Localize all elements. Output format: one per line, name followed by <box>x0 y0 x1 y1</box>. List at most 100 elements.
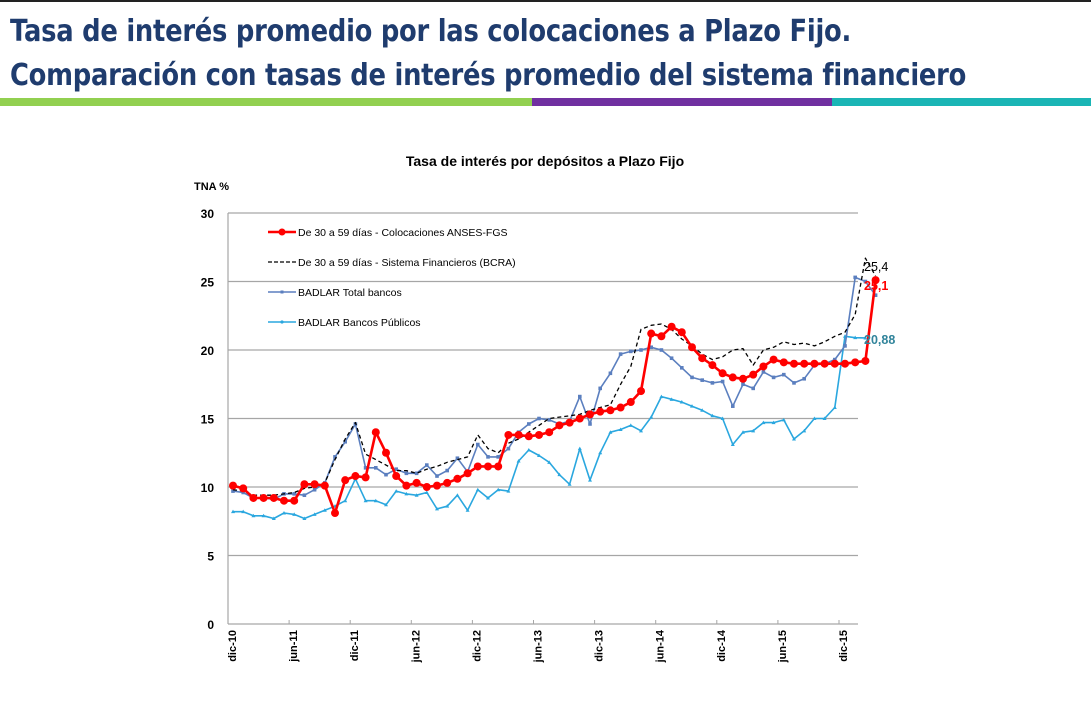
accent-band-green <box>0 98 532 106</box>
data-point <box>629 349 633 354</box>
data-point <box>404 471 409 476</box>
data-point <box>392 472 401 481</box>
data-point <box>292 512 297 516</box>
data-point <box>567 482 572 486</box>
data-point <box>280 496 288 505</box>
data-point <box>608 430 613 434</box>
data-point <box>414 471 419 476</box>
x-tick-label: dic-12 <box>471 630 483 662</box>
data-point <box>708 361 717 370</box>
series-line <box>232 276 877 501</box>
data-point <box>229 481 237 490</box>
data-point <box>588 422 592 426</box>
y-tick-label: 20 <box>201 344 215 358</box>
data-point <box>718 369 727 378</box>
data-point <box>677 328 686 337</box>
data-point <box>261 513 266 518</box>
data-point <box>239 484 248 493</box>
data-point <box>606 406 615 415</box>
data-point <box>659 348 664 352</box>
data-point <box>781 417 786 422</box>
data-point <box>659 394 664 399</box>
data-point <box>475 487 480 492</box>
data-point <box>333 455 337 459</box>
data-point <box>626 398 635 407</box>
data-point <box>618 352 623 356</box>
data-point <box>455 456 460 461</box>
data-point <box>435 506 439 511</box>
data-point <box>690 375 694 380</box>
y-tick-label: 30 <box>201 207 215 221</box>
y-tick-label: 0 <box>207 618 214 632</box>
data-point <box>779 358 788 367</box>
data-point <box>494 462 503 471</box>
data-point <box>384 502 388 507</box>
data-point <box>700 378 704 382</box>
data-point <box>873 293 878 297</box>
legend-item: De 30 a 59 días - Colocaciones ANSES-FGS <box>268 227 508 239</box>
data-point <box>527 422 531 426</box>
data-point <box>679 400 684 404</box>
data-point <box>259 493 268 502</box>
data-point <box>231 489 235 493</box>
data-point <box>802 428 807 433</box>
data-point <box>800 359 809 368</box>
data-point <box>514 430 523 439</box>
data-point <box>657 332 666 341</box>
data-point <box>504 430 513 439</box>
data-point <box>863 279 868 284</box>
data-point <box>871 276 880 285</box>
x-tick-label: jun-11 <box>288 630 300 663</box>
y-tick-label: 25 <box>201 276 215 290</box>
x-tick-label: dic-13 <box>594 630 606 662</box>
data-point <box>320 481 329 490</box>
data-point <box>792 381 796 385</box>
data-point <box>810 359 819 368</box>
data-point <box>524 432 533 441</box>
data-point <box>545 428 554 437</box>
data-point <box>269 493 278 502</box>
data-point <box>516 458 521 463</box>
data-point <box>731 404 735 408</box>
data-point <box>310 480 319 489</box>
y-axis-label: TNA % <box>194 181 229 193</box>
data-point <box>792 437 796 441</box>
data-point <box>669 356 674 361</box>
data-point <box>586 410 594 419</box>
data-point <box>476 442 480 447</box>
data-point <box>331 509 339 518</box>
slide-title-line1: Tasa de interés promedio por las colocac… <box>10 14 852 49</box>
data-point <box>598 386 602 391</box>
data-point <box>402 481 411 490</box>
data-point <box>565 418 574 427</box>
data-point <box>618 427 623 431</box>
data-point <box>241 490 245 495</box>
legend-label: BADLAR Bancos Públicos <box>298 317 421 329</box>
data-point <box>363 466 368 470</box>
top-border <box>0 0 1091 2</box>
data-point <box>484 462 492 471</box>
data-point <box>547 418 551 422</box>
data-point <box>425 463 429 467</box>
data-point <box>853 275 857 280</box>
data-point <box>710 413 715 418</box>
end-value-label: 25,4 <box>864 260 888 274</box>
data-point <box>526 448 531 452</box>
data-point <box>598 450 603 455</box>
chart-title: Tasa de interés por depósitos a Plazo Fi… <box>406 153 684 169</box>
data-point <box>249 493 258 502</box>
data-point <box>832 405 837 410</box>
data-point <box>433 481 441 490</box>
data-point <box>445 504 450 508</box>
end-value-label: 25,1 <box>864 279 888 293</box>
data-point <box>861 356 870 365</box>
data-point <box>751 386 755 391</box>
data-point <box>373 498 378 503</box>
legend-item: De 30 a 59 días - Sistema Financieros (B… <box>268 257 516 269</box>
x-tick-label: dic-11 <box>349 630 361 661</box>
data-point <box>761 420 766 425</box>
data-point <box>851 358 860 367</box>
data-point <box>422 483 431 491</box>
data-point <box>751 428 756 433</box>
data-point <box>616 403 625 412</box>
